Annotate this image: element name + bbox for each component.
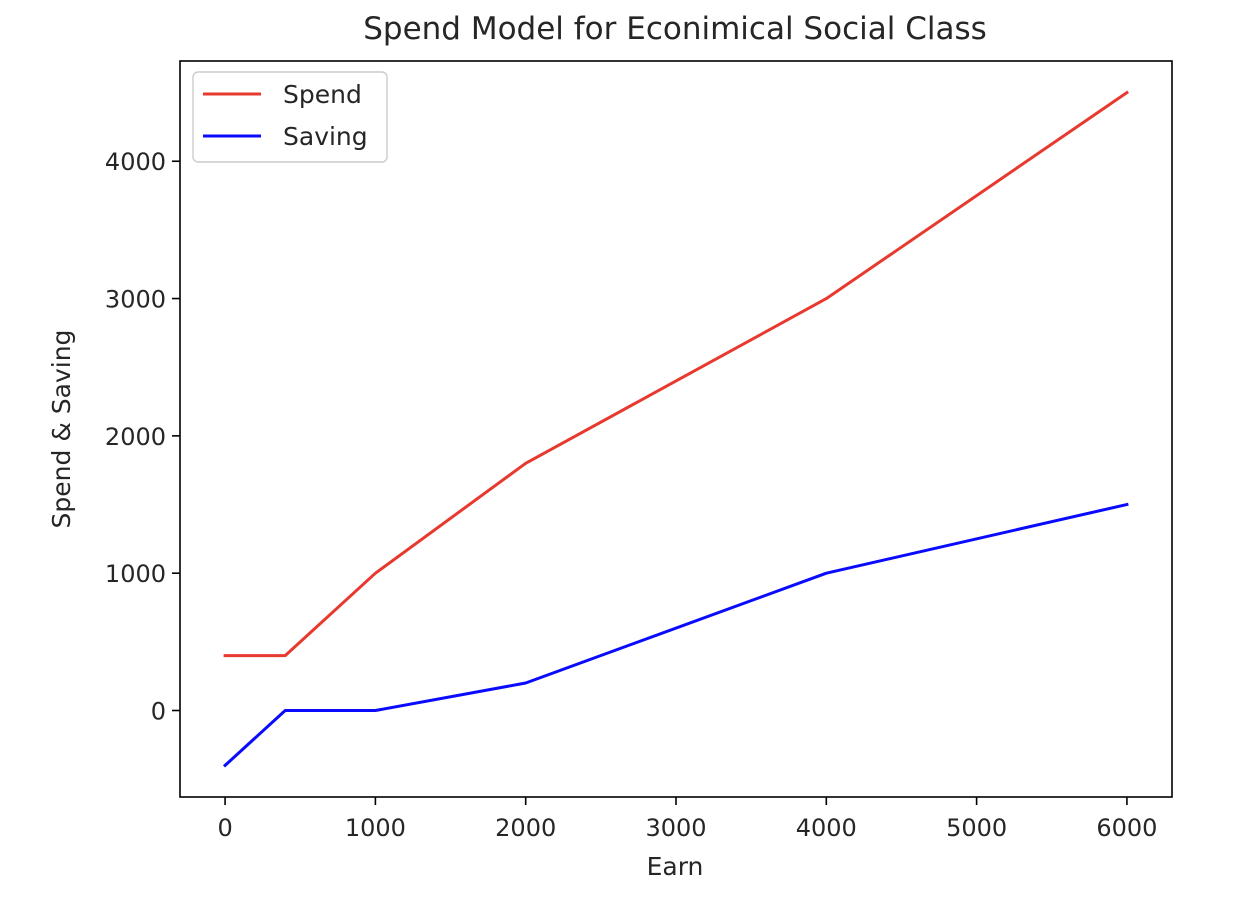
y-axis-label: Spend & Saving	[47, 330, 76, 529]
y-tick-label: 4000	[105, 148, 166, 176]
legend: Spend Saving	[192, 71, 388, 163]
y-tick-label: 1000	[105, 560, 166, 588]
x-tick-label: 5000	[946, 814, 1007, 842]
plot-area	[179, 60, 1173, 798]
series-line-spend	[223, 90, 1129, 658]
x-tick-label: 4000	[796, 814, 857, 842]
x-tick-label: 1000	[345, 814, 406, 842]
x-tick-label: 6000	[1096, 814, 1157, 842]
x-tick-label: 0	[217, 814, 232, 842]
y-axis: 0 1000 2000 3000 4000	[105, 148, 180, 725]
chart-title: Spend Model for Econimical Social Class	[363, 11, 987, 47]
legend-label-spend: Spend	[283, 80, 362, 109]
y-tick-label: 3000	[105, 286, 166, 314]
x-tick-label: 2000	[495, 814, 556, 842]
series-lines	[222, 90, 1129, 768]
y-tick-label: 2000	[105, 423, 166, 451]
legend-label-saving: Saving	[283, 122, 368, 151]
y-tick-label: 0	[151, 697, 166, 725]
x-tick-label: 3000	[645, 814, 706, 842]
series-line-saving	[222, 502, 1129, 768]
x-axis: 0 1000 2000 3000 4000 5000 6000	[217, 797, 1157, 842]
x-axis-label: Earn	[647, 852, 704, 881]
